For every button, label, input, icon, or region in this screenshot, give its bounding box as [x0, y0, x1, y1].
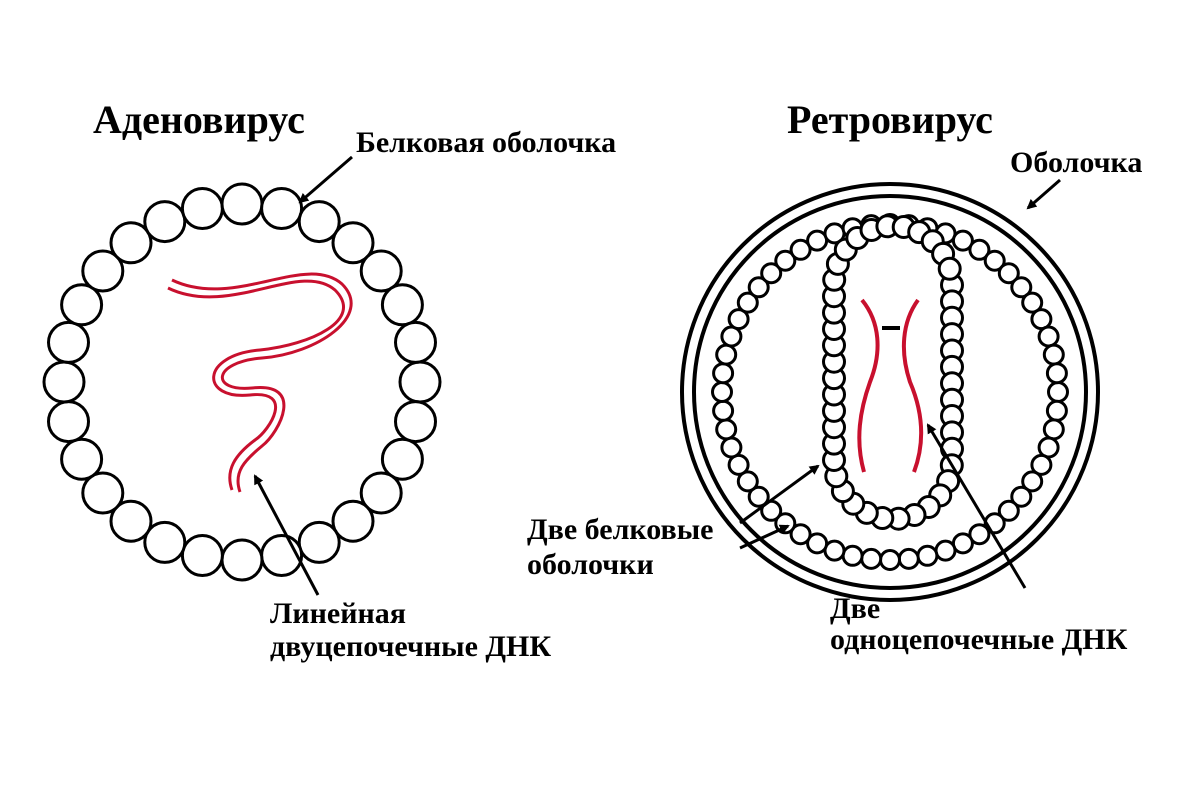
- retrovirus-rna-label-line1: Две: [830, 592, 881, 625]
- capsid-subunit: [789, 238, 812, 261]
- retrovirus-capsids-label-line2: оболочки: [527, 548, 654, 581]
- capsid-subunit: [1042, 418, 1065, 441]
- capsid-subunit: [380, 283, 424, 327]
- capsid-subunit: [1042, 343, 1065, 366]
- retrovirus-outer-envelope-inner: [692, 194, 1088, 590]
- capsid-subunit: [47, 320, 90, 364]
- capsid-subunit: [81, 471, 125, 515]
- capsid-subunit: [297, 200, 341, 244]
- capsid-subunit: [736, 470, 759, 493]
- adenovirus-capsid-arrow: [298, 155, 353, 204]
- capsid-subunit: [789, 523, 812, 546]
- capsid-subunit: [712, 362, 735, 385]
- capsid-subunit: [712, 399, 735, 422]
- capsid-subunit: [60, 283, 104, 327]
- retrovirus-envelope-arrow: [1026, 178, 1061, 210]
- adenovirus-figure: [42, 155, 442, 596]
- capsid-subunit: [937, 256, 962, 281]
- capsid-subunit: [841, 544, 864, 567]
- capsid-subunit: [1045, 399, 1068, 422]
- retrovirus-outer-envelope-outer: [680, 182, 1100, 602]
- retrovirus-capsid-arrow-outer: [739, 524, 790, 550]
- capsid-subunit: [42, 360, 86, 404]
- capsid-subunit: [220, 538, 264, 582]
- capsid-subunit: [1010, 485, 1033, 508]
- capsid-subunit: [727, 308, 750, 331]
- retrovirus-rna-strands: [857, 298, 924, 473]
- retrovirus-envelope-label: Оболочка: [1010, 146, 1143, 179]
- capsid-subunit: [806, 532, 829, 555]
- adenovirus-dna-label-line1: Линейная: [270, 597, 407, 630]
- adenovirus-linear-dna: [167, 272, 353, 493]
- capsid-subunit: [180, 187, 224, 230]
- capsid-subunit: [720, 436, 743, 459]
- capsid-subunit: [180, 534, 224, 577]
- retrovirus-title: Ретровирус: [787, 97, 993, 142]
- capsid-subunit: [109, 221, 153, 265]
- capsid-subunit: [60, 437, 104, 481]
- capsid-subunit: [715, 418, 738, 441]
- capsid-subunit: [968, 523, 991, 546]
- capsid-subunit: [1037, 325, 1060, 348]
- capsid-subunit: [997, 262, 1020, 285]
- capsid-subunit: [968, 238, 991, 261]
- capsid-subunit: [143, 200, 187, 244]
- capsid-subunit: [983, 249, 1006, 272]
- capsid-subunit: [715, 343, 738, 366]
- retrovirus-rna-arrow: [926, 423, 1027, 589]
- capsid-subunit: [81, 249, 125, 293]
- capsid-subunit: [359, 249, 403, 293]
- capsid-subunit: [359, 471, 403, 515]
- capsid-subunit: [897, 547, 920, 570]
- capsid-subunit: [1021, 470, 1044, 493]
- capsid-subunit: [331, 499, 375, 543]
- capsid-subunit: [220, 182, 264, 226]
- capsid-subunit: [394, 320, 437, 364]
- adenovirus-dna-arrow: [253, 474, 320, 596]
- capsid-subunit: [879, 549, 901, 571]
- adenovirus-dna-label-line2: двуцепочечные ДНК: [270, 630, 552, 663]
- capsid-subunit: [934, 539, 957, 562]
- capsid-subunit: [380, 437, 424, 481]
- adenovirus-protein-capsid: [42, 182, 442, 582]
- capsid-subunit: [997, 499, 1020, 522]
- capsid-subunit: [747, 485, 770, 508]
- capsid-subunit: [916, 544, 939, 567]
- retrovirus-inner-protein-capsid: [822, 214, 964, 531]
- capsid-subunit: [143, 520, 187, 564]
- capsid-subunit: [1010, 276, 1033, 299]
- capsid-subunit: [398, 360, 442, 404]
- capsid-subunit: [774, 249, 797, 272]
- capsid-subunit: [1045, 362, 1068, 385]
- capsid-subunit: [297, 520, 341, 564]
- capsid-subunit: [860, 547, 883, 570]
- retrovirus-capsids-label-line1: Две белковые: [527, 513, 714, 546]
- retrovirus-rna-label-line2: одноцепочечные ДНК: [830, 623, 1128, 656]
- adenovirus-title: Аденовирус: [93, 97, 305, 142]
- capsid-subunit: [394, 400, 437, 444]
- capsid-subunit: [747, 276, 770, 299]
- capsid-subunit: [1021, 291, 1044, 314]
- retrovirus-capsid-arrow-inner: [739, 464, 820, 525]
- capsid-subunit: [1047, 381, 1069, 403]
- capsid-subunit: [951, 229, 974, 252]
- adenovirus-capsid-label: Белковая оболочка: [356, 126, 617, 159]
- capsid-subunit: [260, 187, 304, 230]
- capsid-subunit: [736, 291, 759, 314]
- retrovirus-figure: [680, 178, 1100, 602]
- capsid-subunit: [109, 499, 153, 543]
- capsid-subunit: [331, 221, 375, 265]
- capsid-subunit: [760, 262, 783, 285]
- capsid-subunit: [711, 381, 733, 403]
- capsid-subunit: [47, 400, 90, 444]
- capsid-subunit: [1030, 453, 1053, 476]
